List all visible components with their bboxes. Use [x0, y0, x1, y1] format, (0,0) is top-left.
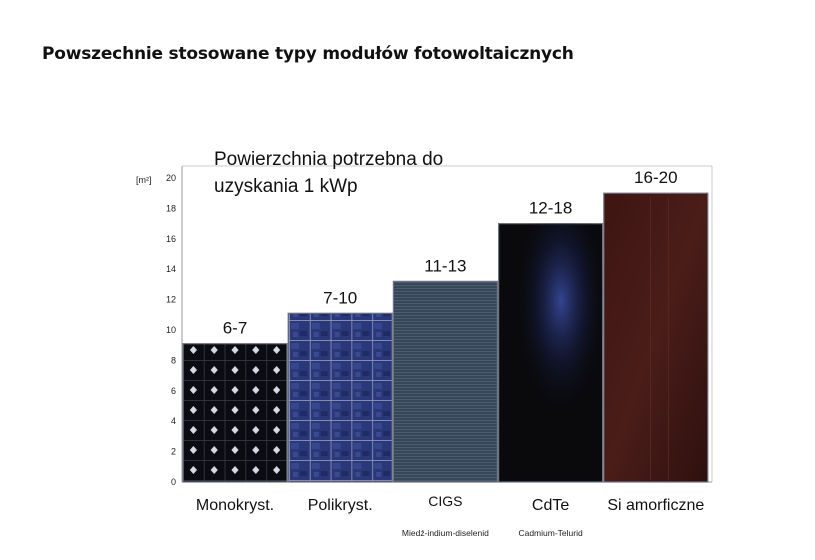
category-label: CdTe — [532, 497, 569, 514]
y-tick-label: 2 — [171, 447, 176, 457]
y-tick-label: 14 — [166, 264, 176, 274]
category-label: Si amorficzne — [607, 497, 704, 514]
value-label: 16-20 — [634, 168, 677, 187]
y-tick-label: 16 — [166, 234, 176, 244]
category-sublabel: Cadmium-Telurid — [518, 528, 583, 538]
y-tick-label: 20 — [166, 173, 176, 183]
category-label: Polikryst. — [308, 497, 373, 514]
y-ticks: 0 2 4 6 8 10 12 14 16 18 20 — [166, 173, 176, 487]
y-tick-label: 12 — [166, 295, 176, 305]
bar-polikryst — [287, 312, 393, 483]
chart-subtitle-line-1: Powierzchnia potrzebna do — [214, 149, 443, 170]
y-tick-label: 6 — [171, 386, 176, 396]
bar-labels: 6-7 Monokryst. 7-10 Polikryst. 11-13 CIGS Mied… — [196, 168, 704, 538]
value-label: 6-7 — [223, 319, 248, 338]
value-label: 7-10 — [323, 288, 357, 307]
y-tick-label: 18 — [166, 203, 176, 213]
y-tick-label: 4 — [171, 416, 176, 426]
bar-monokryst — [182, 343, 288, 483]
value-label: 11-13 — [424, 256, 466, 275]
y-tick-label: 0 — [171, 477, 176, 487]
chart-subtitle-line-2: uzyskania 1 kWp — [214, 176, 358, 197]
bar-cdte-glow — [498, 223, 603, 482]
bar-si-amorficzne — [603, 192, 709, 483]
y-axis-unit: [m²] — [136, 175, 152, 185]
category-sublabel: Miedź-indium-diselenid — [402, 528, 489, 538]
value-label: 12-18 — [529, 199, 572, 218]
page-title: Powszechnie stosowane typy modułów fotow… — [42, 44, 574, 64]
bar-cigs — [392, 280, 498, 483]
category-label: Monokryst. — [196, 497, 274, 514]
bars — [182, 192, 709, 483]
category-label: CIGS — [428, 493, 462, 509]
y-tick-label: 8 — [171, 355, 176, 365]
y-tick-label: 10 — [166, 325, 176, 335]
